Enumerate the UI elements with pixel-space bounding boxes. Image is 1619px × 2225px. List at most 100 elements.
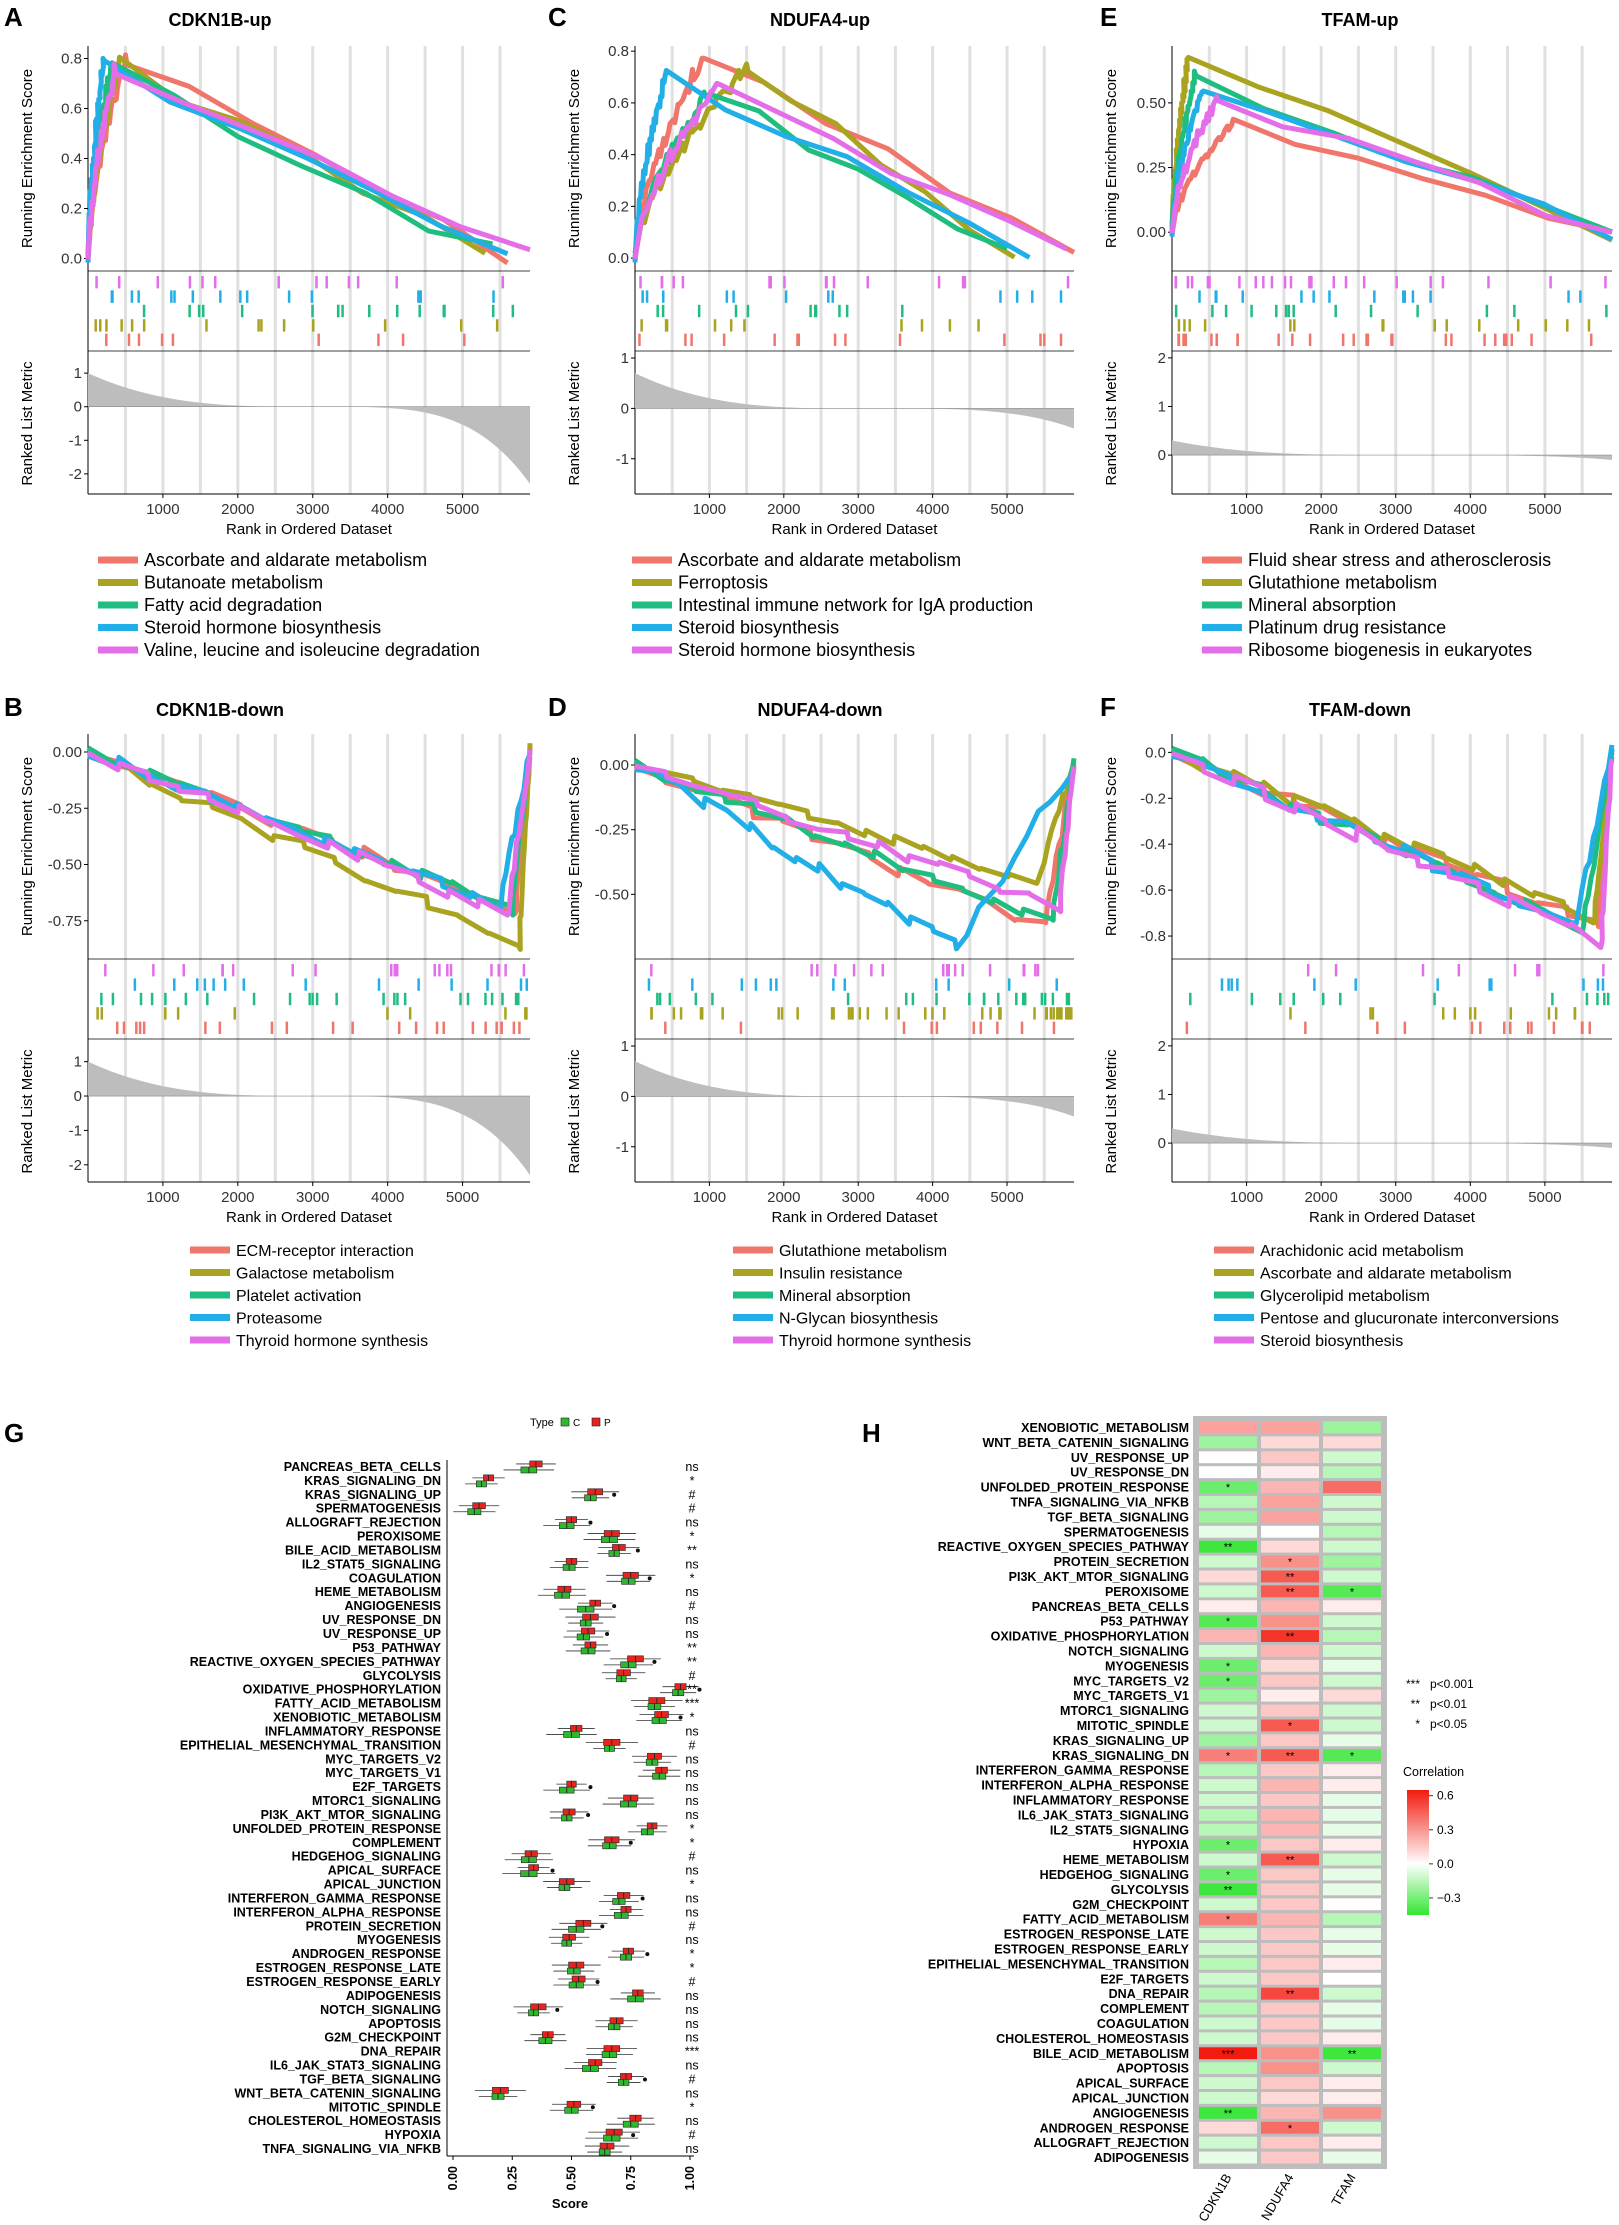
heatmap-cell-sig: * bbox=[1226, 1616, 1231, 1628]
legend-label: Proteasome bbox=[236, 1311, 322, 1328]
x-tick-label: 4000 bbox=[916, 501, 949, 518]
y-tick-label: 0.0 bbox=[608, 250, 629, 267]
significance-label: ns bbox=[685, 2114, 698, 2128]
x-tick-label: 3000 bbox=[1379, 1189, 1412, 1206]
es-curve-3 bbox=[632, 89, 1008, 254]
heatmap-row-label: ADIPOGENESIS bbox=[1094, 2151, 1189, 2165]
gsea-panel-b: 0.00 -0.25 -0.50 -0.75 1 0 -1 -2 1000 2000 3000 400… bbox=[19, 734, 533, 1350]
legend-label: Platelet activation bbox=[236, 1288, 361, 1305]
heatmap-cell-sig: * bbox=[1288, 1720, 1293, 1732]
es-curve-4 bbox=[634, 767, 1077, 952]
es-curve-4 bbox=[1171, 744, 1615, 927]
heatmap-cell bbox=[1323, 1883, 1381, 1896]
significance-label: ** bbox=[687, 1683, 697, 1697]
pathway-label: UV_RESPONSE_DN bbox=[322, 1613, 441, 1627]
heatmap-row-label: DNA_REPAIR bbox=[1109, 1987, 1189, 2001]
outlier-point bbox=[590, 2105, 595, 2110]
metric-tick-label: -1 bbox=[616, 1139, 629, 1156]
metric-tick-label: 1 bbox=[74, 365, 82, 382]
heatmap-cell-sig: *** bbox=[1222, 2048, 1236, 2060]
pathway-label: COMPLEMENT bbox=[352, 1836, 441, 1850]
heatmap-cell bbox=[1199, 2047, 1257, 2060]
pathway-label: OXIDATIVE_PHOSPHORYLATION bbox=[243, 1683, 441, 1697]
outlier-point bbox=[595, 1980, 600, 1984]
pathway-label: APICAL_SURFACE bbox=[328, 1864, 441, 1878]
metric-axis-title: Ranked List Metric bbox=[566, 361, 583, 486]
y-tick-label: 0.2 bbox=[608, 198, 629, 215]
gsea-panel-c: 0.0 0.2 0.4 0.6 0.8 1 0 -1 1000 2000 3000 4000 5000 R… bbox=[566, 43, 1076, 660]
heatmap-cell-sig: * bbox=[1350, 1586, 1355, 1598]
heatmap-row-label: MITOTIC_SPINDLE bbox=[1077, 1719, 1189, 1733]
legend-label: Ribosome biogenesis in eukaryotes bbox=[1248, 640, 1532, 660]
heatmap-row-label: XENOBIOTIC_METABOLISM bbox=[1021, 1421, 1189, 1435]
heatmap-cell bbox=[1261, 1764, 1319, 1777]
heatmap-column-label: NDUFA4 bbox=[1258, 2171, 1297, 2223]
significance-label: ns bbox=[685, 2017, 698, 2031]
heatmap-row-label: ESTROGEN_RESPONSE_LATE bbox=[1004, 1928, 1189, 1942]
y-tick-label: 0.0 bbox=[1145, 744, 1166, 761]
heatmap-cell bbox=[1199, 1630, 1257, 1642]
heatmap-cell bbox=[1199, 1421, 1257, 1434]
significance-label: * bbox=[690, 1836, 695, 1850]
heatmap-cell bbox=[1261, 1555, 1319, 1568]
y-tick-label: -0.6 bbox=[1140, 882, 1166, 899]
heatmap-cell bbox=[1261, 2002, 1319, 2015]
heatmap-cell-sig: ** bbox=[1286, 1631, 1295, 1643]
heatmap-panel-h: XENOBIOTIC_METABOLISMWNT_BETA_CATENIN_SI… bbox=[928, 1416, 1474, 2224]
ranked-metric-area bbox=[635, 373, 1074, 429]
pathway-label: COAGULATION bbox=[349, 1571, 441, 1585]
legend-label: Valine, leucine and isoleucine degradati… bbox=[144, 640, 480, 660]
heatmap-cell bbox=[1199, 1868, 1257, 1881]
outlier-point bbox=[628, 1840, 633, 1845]
heatmap-cell bbox=[1323, 2062, 1381, 2075]
heatmap-cell bbox=[1199, 1496, 1257, 1508]
significance-label: *** bbox=[685, 1697, 700, 1711]
x-tick-label: 5000 bbox=[990, 501, 1023, 518]
heatmap-cell-sig: ** bbox=[1224, 1884, 1233, 1896]
heatmap-cell bbox=[1261, 1943, 1319, 1955]
heatmap-cell bbox=[1199, 1525, 1257, 1538]
colorbar bbox=[1407, 1790, 1429, 1915]
legend-swatch-c bbox=[560, 1417, 570, 1427]
significance-label: ns bbox=[685, 1460, 698, 1474]
pathway-label: XENOBIOTIC_METABOLISM bbox=[273, 1711, 441, 1725]
panel-title-c: NDUFA4-up bbox=[770, 10, 870, 30]
heatmap-row-label: IL6_JAK_STAT3_SIGNALING bbox=[1018, 1808, 1189, 1822]
heatmap-cell bbox=[1323, 2032, 1381, 2045]
legend-label: Ascorbate and aldarate metabolism bbox=[144, 550, 427, 570]
x-tick-label: 1000 bbox=[693, 1189, 726, 1206]
heatmap-row-label: TGF_BETA_SIGNALING bbox=[1048, 1510, 1189, 1524]
x-tick-label: 1000 bbox=[146, 501, 179, 518]
gsea-panel-e: 0.00 0.25 0.50 2 1 0 1000 2000 3000 4000 5000 Runni… bbox=[1103, 46, 1614, 660]
heatmap-cell bbox=[1323, 1779, 1381, 1791]
heatmap-cell bbox=[1261, 1853, 1319, 1866]
heatmap-cell bbox=[1261, 1674, 1319, 1687]
y-tick-label: -0.8 bbox=[1140, 928, 1166, 945]
heatmap-cell-sig: ** bbox=[1286, 1750, 1295, 1762]
x-tick-label: 2000 bbox=[221, 501, 254, 518]
heatmap-row-label: KRAS_SIGNALING_UP bbox=[1053, 1734, 1189, 1748]
es-axis-title: Running Enrichment Score bbox=[19, 757, 36, 936]
heatmap-cell bbox=[1199, 2121, 1257, 2134]
x-tick-label: 5000 bbox=[1528, 1189, 1561, 1206]
heatmap-cell bbox=[1199, 1883, 1257, 1896]
heatmap-cell bbox=[1261, 2136, 1319, 2149]
heatmap-cell-sig: * bbox=[1226, 1676, 1231, 1688]
heatmap-row-label: MYOGENESIS bbox=[1105, 1659, 1189, 1673]
pathway-label: MYC_TARGETS_V2 bbox=[325, 1752, 441, 1766]
panel-letter-c: C bbox=[548, 2, 567, 32]
legend-label: Thyroid hormone synthesis bbox=[236, 1333, 428, 1350]
es-curve-5 bbox=[86, 749, 533, 918]
pathway-label: EPITHELIAL_MESENCHYMAL_TRANSITION bbox=[180, 1738, 441, 1752]
heatmap-row-label: E2F_TARGETS bbox=[1100, 1972, 1189, 1986]
heatmap-row-label: HYPOXIA bbox=[1133, 1838, 1189, 1852]
heatmap-cell bbox=[1323, 1510, 1381, 1523]
heatmap-cell bbox=[1323, 2017, 1381, 2030]
y-tick-label: -0.25 bbox=[48, 800, 82, 817]
heatmap-cell bbox=[1199, 2017, 1257, 2030]
heatmap-cell-sig: * bbox=[1226, 1482, 1231, 1494]
heatmap-row-label: ALLOGRAFT_REJECTION bbox=[1033, 2136, 1189, 2150]
significance-label: * bbox=[690, 1571, 695, 1585]
y-tick-label: 0.00 bbox=[1137, 224, 1166, 241]
significance-label: ns bbox=[685, 1516, 698, 1530]
